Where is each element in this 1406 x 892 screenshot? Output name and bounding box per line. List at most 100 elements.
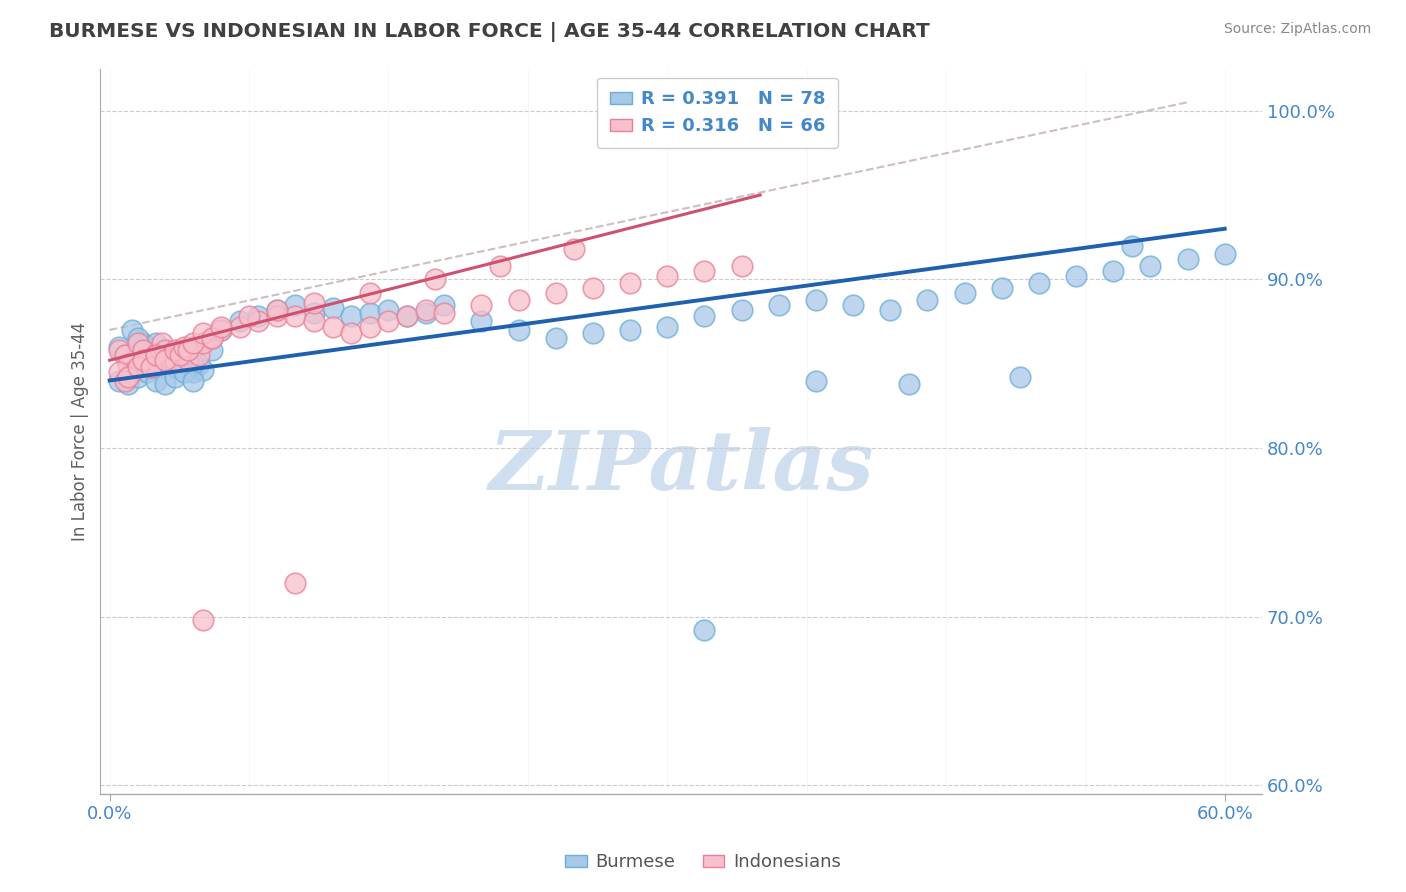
Point <box>155 353 177 368</box>
Point <box>108 365 131 379</box>
Point <box>247 314 270 328</box>
Point <box>266 302 288 317</box>
Point <box>433 306 456 320</box>
Point <box>127 370 149 384</box>
Point <box>173 353 195 368</box>
Point <box>693 264 716 278</box>
Point <box>135 348 157 362</box>
Text: ZIPatlas: ZIPatlas <box>488 427 875 508</box>
Point <box>229 319 252 334</box>
Point <box>191 326 214 341</box>
Point <box>121 323 143 337</box>
Point <box>302 306 325 320</box>
Point <box>127 359 149 374</box>
Point <box>1102 264 1125 278</box>
Point <box>155 343 177 358</box>
Point <box>132 336 155 351</box>
Point <box>730 259 752 273</box>
Point <box>302 296 325 310</box>
Legend: R = 0.391   N = 78, R = 0.316   N = 66: R = 0.391 N = 78, R = 0.316 N = 66 <box>598 78 838 148</box>
Point <box>181 374 204 388</box>
Text: Source: ZipAtlas.com: Source: ZipAtlas.com <box>1223 22 1371 37</box>
Point <box>508 323 530 337</box>
Point <box>508 293 530 307</box>
Point <box>117 376 139 391</box>
Point <box>804 374 827 388</box>
Point <box>121 365 143 379</box>
Point <box>1010 370 1032 384</box>
Point <box>284 310 307 324</box>
Point <box>359 319 381 334</box>
Point <box>108 340 131 354</box>
Point <box>150 346 173 360</box>
Point <box>470 297 492 311</box>
Point <box>209 323 232 337</box>
Point <box>155 350 177 364</box>
Point <box>135 344 157 359</box>
Point <box>340 310 363 324</box>
Point <box>169 348 191 362</box>
Point <box>191 336 214 351</box>
Point <box>145 348 167 362</box>
Point <box>155 376 177 391</box>
Point <box>804 293 827 307</box>
Point <box>209 319 232 334</box>
Point <box>1121 238 1143 252</box>
Point <box>544 285 567 300</box>
Point <box>302 314 325 328</box>
Point <box>145 359 167 374</box>
Point <box>169 343 191 358</box>
Point <box>187 348 209 362</box>
Point <box>173 365 195 379</box>
Point <box>209 323 232 337</box>
Point <box>359 285 381 300</box>
Point <box>238 310 260 324</box>
Point <box>150 336 173 351</box>
Text: BURMESE VS INDONESIAN IN LABOR FORCE | AGE 35-44 CORRELATION CHART: BURMESE VS INDONESIAN IN LABOR FORCE | A… <box>49 22 929 42</box>
Point <box>145 336 167 351</box>
Point <box>489 259 512 273</box>
Point <box>127 336 149 351</box>
Point <box>117 370 139 384</box>
Point <box>163 359 186 374</box>
Point <box>176 353 198 368</box>
Point <box>132 353 155 368</box>
Point <box>132 343 155 358</box>
Point <box>191 336 214 351</box>
Point <box>582 326 605 341</box>
Point <box>582 281 605 295</box>
Point <box>127 343 149 358</box>
Point <box>1213 247 1236 261</box>
Point <box>139 359 162 374</box>
Point <box>768 297 790 311</box>
Point <box>114 374 136 388</box>
Point <box>139 353 162 368</box>
Point <box>619 323 641 337</box>
Point <box>340 326 363 341</box>
Point <box>132 343 155 358</box>
Point <box>157 357 180 371</box>
Point <box>470 314 492 328</box>
Point <box>108 374 131 388</box>
Point <box>139 359 162 374</box>
Point <box>201 331 224 345</box>
Point <box>544 331 567 345</box>
Point <box>173 353 195 368</box>
Point <box>1064 268 1087 283</box>
Point <box>114 348 136 362</box>
Point <box>191 363 214 377</box>
Point <box>135 353 157 368</box>
Point <box>879 302 901 317</box>
Point <box>117 357 139 371</box>
Point <box>135 365 157 379</box>
Point <box>266 310 288 324</box>
Point <box>157 350 180 364</box>
Point <box>842 297 865 311</box>
Point <box>163 353 186 368</box>
Point <box>114 348 136 362</box>
Point <box>322 319 344 334</box>
Point <box>415 306 437 320</box>
Legend: Burmese, Indonesians: Burmese, Indonesians <box>558 847 848 879</box>
Point <box>322 301 344 315</box>
Point <box>127 331 149 345</box>
